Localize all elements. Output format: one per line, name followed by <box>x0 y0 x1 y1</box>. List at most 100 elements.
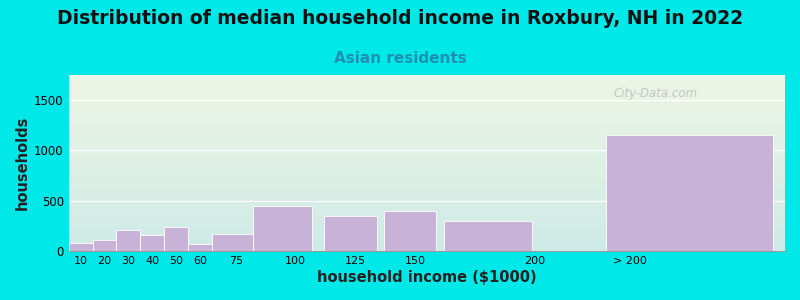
Bar <box>69 195 785 196</box>
Bar <box>69 163 785 164</box>
Bar <box>69 202 785 203</box>
Bar <box>69 183 785 184</box>
Bar <box>69 100 785 101</box>
Bar <box>69 141 785 142</box>
Bar <box>69 201 785 202</box>
Text: Distribution of median household income in Roxbury, NH in 2022: Distribution of median household income … <box>57 9 743 28</box>
Bar <box>69 144 785 145</box>
Bar <box>69 182 785 183</box>
Bar <box>69 243 93 251</box>
Bar <box>69 132 785 133</box>
Bar <box>69 239 785 240</box>
Bar <box>69 135 785 136</box>
Bar <box>69 108 785 109</box>
Bar <box>69 149 785 150</box>
Bar <box>69 150 785 151</box>
Bar <box>69 207 785 208</box>
Bar <box>69 232 785 233</box>
Bar <box>69 198 785 199</box>
Bar <box>69 139 785 140</box>
Bar <box>69 209 785 210</box>
Bar <box>69 184 785 185</box>
Bar <box>69 146 785 147</box>
Bar <box>69 103 785 104</box>
Bar <box>69 162 785 163</box>
Bar <box>69 218 785 219</box>
Bar <box>69 164 785 165</box>
Bar <box>69 231 785 232</box>
Bar <box>69 228 785 229</box>
Bar <box>69 175 785 176</box>
Bar <box>69 96 785 97</box>
Bar <box>69 99 785 100</box>
Text: Asian residents: Asian residents <box>334 51 466 66</box>
Bar <box>69 126 785 127</box>
Bar <box>69 89 785 90</box>
Bar <box>93 240 117 251</box>
Bar <box>69 145 785 146</box>
Bar <box>69 173 785 174</box>
Bar <box>69 147 785 148</box>
Bar <box>69 243 785 244</box>
Bar <box>69 246 785 247</box>
Bar <box>69 179 785 180</box>
Bar <box>69 153 785 154</box>
X-axis label: household income ($1000): household income ($1000) <box>317 270 537 285</box>
Bar <box>69 118 785 119</box>
Bar <box>69 233 785 234</box>
Bar <box>69 123 785 124</box>
Bar <box>69 105 785 106</box>
Bar <box>69 127 785 128</box>
Bar <box>69 113 785 114</box>
Bar <box>443 221 532 251</box>
Bar <box>69 210 785 211</box>
Bar <box>69 87 785 88</box>
Bar <box>69 136 785 137</box>
Bar <box>69 157 785 158</box>
Bar <box>606 135 773 251</box>
Bar <box>69 120 785 121</box>
Bar <box>69 223 785 224</box>
Bar <box>69 172 785 173</box>
Bar <box>69 242 785 243</box>
Bar <box>69 188 785 189</box>
Bar <box>69 77 785 78</box>
Bar <box>69 189 785 190</box>
Bar <box>69 85 785 86</box>
Bar <box>69 81 785 82</box>
Bar <box>69 76 785 77</box>
Bar <box>69 98 785 99</box>
Bar <box>69 229 785 230</box>
Bar <box>69 78 785 79</box>
Bar <box>69 220 785 221</box>
Bar <box>69 187 785 188</box>
Bar <box>69 110 785 111</box>
Bar <box>69 249 785 250</box>
Bar <box>69 121 785 122</box>
Bar <box>69 211 785 212</box>
Bar <box>69 160 785 161</box>
Bar <box>69 134 785 135</box>
Bar <box>69 92 785 93</box>
Bar <box>69 75 785 76</box>
Bar <box>69 119 785 120</box>
Bar <box>69 142 785 143</box>
Bar <box>69 122 785 123</box>
Bar <box>69 129 785 130</box>
Bar <box>69 237 785 238</box>
Bar <box>69 97 785 98</box>
Bar <box>69 200 785 201</box>
Bar <box>69 159 785 160</box>
Bar <box>69 248 785 249</box>
Bar <box>164 227 188 251</box>
Bar <box>69 101 785 102</box>
Bar <box>69 174 785 175</box>
Bar <box>69 102 785 103</box>
Bar <box>69 91 785 92</box>
Bar <box>69 169 785 170</box>
Bar <box>69 138 785 139</box>
Bar <box>117 230 140 251</box>
Bar <box>69 109 785 110</box>
Bar <box>69 216 785 217</box>
Bar <box>69 214 785 215</box>
